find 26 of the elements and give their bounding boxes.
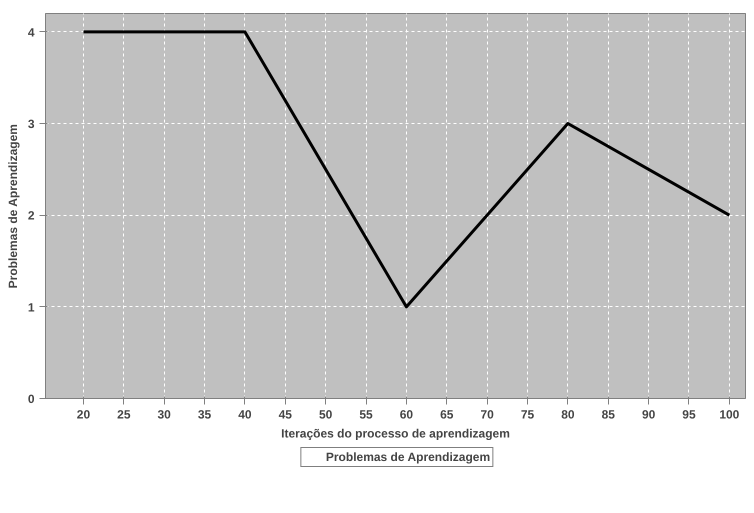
y-tick-label: 1 [28, 300, 35, 314]
x-tick-label: 85 [602, 408, 616, 422]
line-series [82, 30, 731, 308]
x-tick-label: 45 [278, 408, 292, 422]
x-tick-label: 55 [359, 408, 374, 422]
x-tick-label: 70 [480, 408, 494, 422]
y-tick-label: 2 [28, 208, 35, 223]
x-tick-label: 50 [318, 408, 333, 422]
y-tick-label: 4 [28, 25, 35, 40]
x-tick-label: 90 [642, 408, 656, 422]
x-tick-label: 65 [440, 408, 454, 422]
x-tick-label: 30 [158, 408, 172, 422]
x-tick-label: 25 [117, 408, 131, 422]
y-axis-title: Problemas de Aprendizagem [6, 124, 20, 288]
y-tick-label: 3 [28, 117, 35, 131]
x-tick-label: 20 [76, 408, 90, 422]
x-tick-label: 95 [682, 408, 696, 422]
y-tick-label: 0 [28, 392, 35, 406]
x-tick-label: 60 [400, 408, 414, 422]
x-tick-label: 75 [520, 408, 535, 422]
x-tick-label: 35 [198, 408, 212, 422]
x-tick-label: 80 [561, 408, 575, 422]
x-tick-label: 40 [238, 408, 252, 422]
text: Problemas de Aprendizagem [326, 450, 490, 464]
x-axis-title: Iterações do processo de aprendizagem [281, 426, 510, 440]
x-tick-label: 100 [719, 408, 740, 422]
